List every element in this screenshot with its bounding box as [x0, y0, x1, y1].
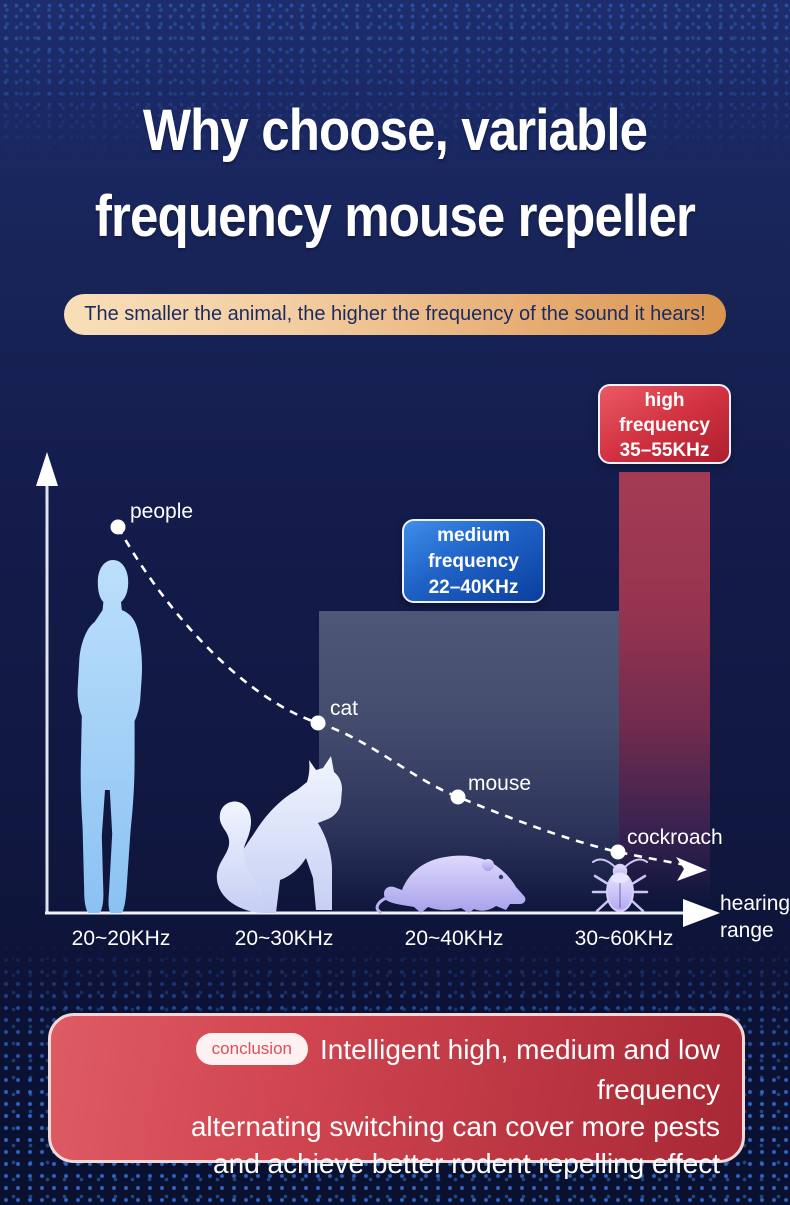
x-axis-title: hearing range: [720, 890, 790, 944]
y-axis-arrow-icon: [36, 452, 58, 486]
cockroach-point: [610, 844, 626, 860]
tick-20-30khz: 20~30KHz: [234, 927, 334, 950]
high-callout-line3: 35–55KHz: [619, 440, 710, 461]
page-title-line1: Why choose, variable: [142, 98, 648, 163]
x-axis: [45, 899, 720, 927]
conclusion-badge: conclusion: [195, 1032, 308, 1065]
medium-callout-line2: frequency: [428, 551, 519, 572]
conclusion-text-line3: and achieve better rodent repelling effe…: [213, 1147, 720, 1179]
people-point: [110, 519, 126, 535]
subtitle-banner: The smaller the animal, the higher the f…: [64, 294, 726, 335]
tick-20-20khz: 20~20KHz: [71, 927, 171, 950]
hearing-range-chart: [36, 452, 720, 927]
medium-callout-line1: medium: [437, 525, 510, 546]
curve-arrow-icon: [676, 857, 707, 881]
high-callout-line2: frequency: [619, 415, 710, 436]
mouse-label: mouse: [468, 772, 532, 795]
cockroach-label: cockroach: [627, 826, 723, 849]
people-label: people: [130, 500, 194, 523]
medium-callout-line3: 22–40KHz: [428, 577, 519, 598]
medium-frequency-callout: medium frequency 22–40KHz: [402, 519, 545, 603]
high-callout-line1: high: [644, 390, 685, 411]
conclusion-box: conclusion Intelligent high, medium and l…: [48, 1013, 745, 1179]
conclusion-text-line1: Intelligent high, medium and low frequen…: [319, 1034, 720, 1105]
y-axis: [36, 452, 58, 914]
x-axis-title-line2: range: [720, 919, 774, 942]
high-frequency-callout: high frequency 35–55KHz: [598, 384, 731, 464]
tick-20-40khz: 20~40KHz: [404, 927, 504, 950]
cat-silhouette-icon: [216, 756, 342, 913]
x-axis-title-line1: hearing: [720, 892, 790, 915]
x-axis-arrow-icon: [683, 899, 720, 927]
page-title-line2: frequency mouse repeller: [94, 184, 696, 249]
hearing-curve: [110, 519, 707, 881]
high-frequency-bar: [619, 472, 710, 913]
mouse-point: [450, 789, 466, 805]
halftone-wave-texture-top: [0, 0, 790, 160]
page-title: Why choose, variable frequency mouse rep…: [47, 88, 742, 260]
tick-30-60khz: 30~60KHz: [574, 927, 674, 950]
cat-point: [310, 715, 326, 731]
cat-label: cat: [330, 697, 359, 720]
conclusion-line1: conclusion Intelligent high, medium and l…: [69, 1031, 720, 1108]
conclusion-text-line2: alternating switching can cover more pes…: [190, 1110, 720, 1142]
mouse-silhouette-icon: [375, 855, 526, 914]
cockroach-silhouette-icon: [591, 858, 649, 913]
person-silhouette-icon: [77, 560, 143, 913]
